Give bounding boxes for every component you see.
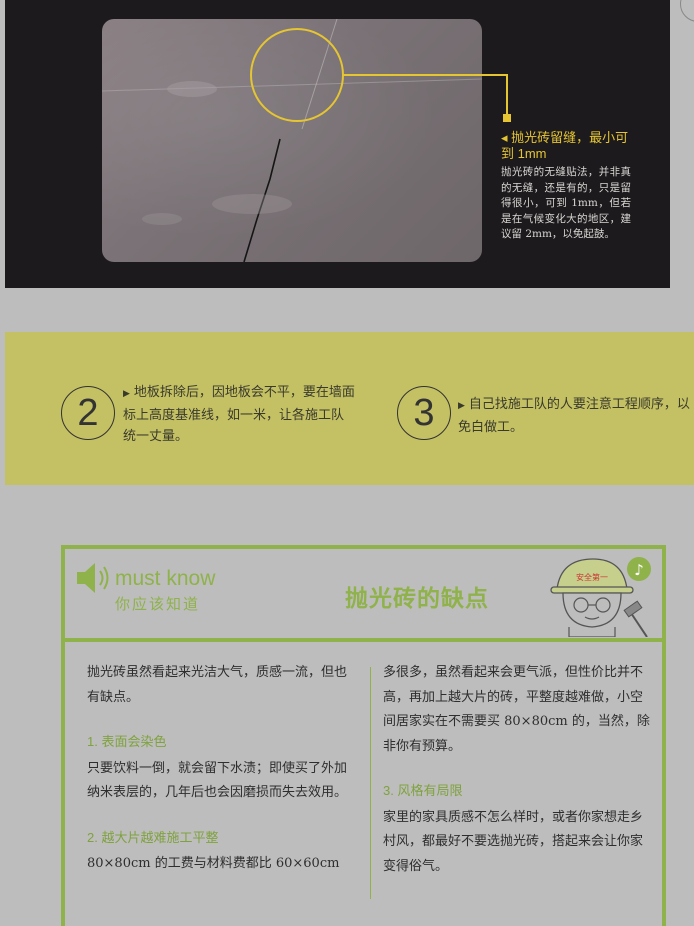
step-text: ▶ 自己找施工队的人要注意工程顺序，以免白做工。: [458, 394, 694, 438]
helmet-text: 安全第一: [576, 572, 608, 582]
step-number-circle: 3: [397, 386, 451, 440]
intro-text: 抛光砖虽然看起来光洁大气，质感一流，但也有缺点。: [87, 661, 359, 710]
section-body: 80×80cm 的工费与材料费都比 60×60cm: [87, 852, 359, 877]
section-title: 抛光砖的缺点: [345, 579, 489, 613]
arrow-icon: ▶: [123, 389, 130, 399]
must-know-header: must know 你应该知道 抛光砖的缺点 安全第一 ♪: [65, 549, 662, 642]
caption-body: 抛光砖的无缝贴法，并非真的无缝，还是有的，只是留得很小，可到 1mm，但若是在气…: [501, 165, 631, 243]
page-edge-circle: [680, 0, 694, 22]
section-heading: 2. 越大片越难施工平整: [87, 826, 359, 851]
svg-text:♪: ♪: [634, 561, 644, 579]
worker-mascot-icon: 安全第一 ♪: [547, 553, 657, 637]
must-know-sublabel: 你应该知道: [115, 593, 200, 614]
right-column: 多很多，虽然看起来会更气派，但性价比并不高，再加上越大片的砖，平整度越难做，小空…: [383, 661, 655, 879]
column-divider: [370, 667, 371, 899]
section-body-continued: 多很多，虽然看起来会更气派，但性价比并不高，再加上越大片的砖，平整度越难做，小空…: [383, 661, 655, 759]
tile-photo: [102, 19, 482, 262]
step-label: 地板拆除后，因地板会不平，要在墙面标上高度基准线，如一米，让各施工队统一丈量。: [123, 385, 355, 444]
photo-caption: ◂ 抛光砖留缝，最小可到 1mm 抛光砖的无缝贴法，并非真的无缝，还是有的，只是…: [501, 130, 631, 243]
must-know-label: must know: [115, 567, 215, 591]
section-body: 只要饮料一倒，就会留下水渍；即使买了外加纳米表层的，几年后也会因磨损而失去效用。: [87, 757, 359, 806]
caption-title: ◂ 抛光砖留缝，最小可到 1mm: [501, 130, 631, 162]
speaker-icon: [75, 561, 113, 595]
must-know-box: must know 你应该知道 抛光砖的缺点 安全第一 ♪ 抛光砖虽然看起来光洁…: [61, 545, 666, 926]
section-heading: 3. 风格有局限: [383, 779, 655, 804]
step-number-circle: 2: [61, 386, 115, 440]
step-text: ▶ 地板拆除后，因地板会不平，要在墙面标上高度基准线，如一米，让各施工队统一丈量。: [123, 382, 355, 447]
left-column: 抛光砖虽然看起来光洁大气，质感一流，但也有缺点。 1. 表面会染色 只要饮料一倒…: [87, 661, 359, 877]
steps-band: 2 ▶ 地板拆除后，因地板会不平，要在墙面标上高度基准线，如一米，让各施工队统一丈…: [5, 332, 694, 485]
arrow-icon: ▶: [458, 401, 465, 411]
section-body: 家里的家具质感不怎么样时，或者你家想走乡村风，都最好不要选抛光砖，搭起来会让你家…: [383, 806, 655, 880]
section-heading: 1. 表面会染色: [87, 730, 359, 755]
tile-seams: [102, 19, 482, 262]
step-label: 自己找施工队的人要注意工程顺序，以免白做工。: [458, 397, 690, 435]
